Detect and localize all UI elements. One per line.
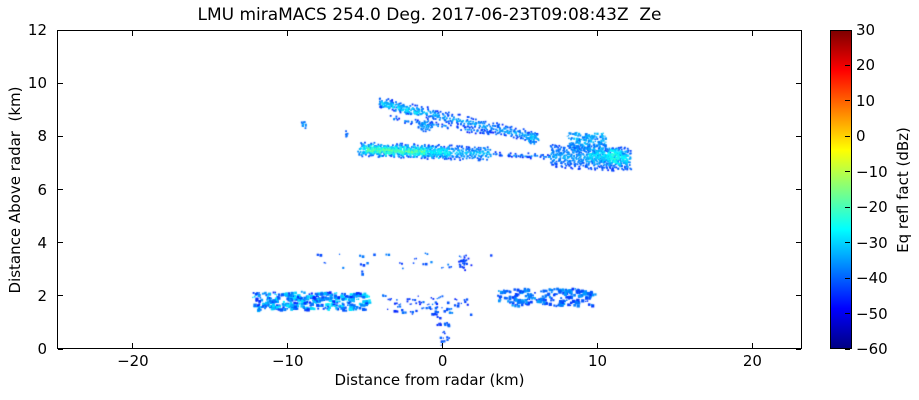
chart-title: LMU miraMACS 254.0 Deg. 2017-06-23T09:08… — [197, 5, 662, 25]
colorbar-tick-mark — [845, 100, 850, 102]
x-tick-mark — [287, 343, 289, 348]
colorbar-tick-label: −30 — [856, 233, 888, 252]
colorbar-tick-mark — [845, 171, 850, 173]
plot-area — [57, 30, 803, 350]
y-tick-mark-right — [796, 29, 801, 31]
x-tick-mark-top — [287, 31, 289, 36]
y-tick-mark-right — [796, 295, 801, 297]
x-tick-mark-top — [442, 31, 444, 36]
y-tick-mark — [58, 242, 63, 244]
y-tick-mark — [58, 295, 63, 297]
x-tick-mark — [442, 343, 444, 348]
x-tick-label: 20 — [742, 352, 762, 370]
x-tick-mark-top — [597, 31, 599, 36]
radar-echo-canvas — [58, 31, 803, 350]
colorbar-tick-label: −40 — [856, 269, 888, 288]
y-tick-mark-right — [796, 135, 801, 137]
y-tick-mark-right — [796, 242, 801, 244]
colorbar-tick-mark — [845, 206, 850, 208]
y-tick-label: 6 — [37, 180, 47, 199]
y-tick-label: 12 — [27, 21, 47, 39]
y-tick-mark — [58, 82, 63, 84]
colorbar-tick-label: 10 — [856, 91, 876, 110]
y-tick-mark — [58, 29, 63, 31]
x-tick-label: 0 — [437, 352, 448, 370]
colorbar — [830, 30, 852, 349]
y-tick-mark — [58, 189, 63, 190]
y-tick-mark — [58, 348, 63, 350]
colorbar-tick-mark — [845, 135, 850, 137]
colorbar-tick-mark — [845, 348, 850, 350]
colorbar-tick-mark — [845, 242, 850, 244]
x-tick-mark — [597, 343, 599, 348]
y-tick-label: 0 — [37, 340, 47, 358]
x-tick-label: −10 — [271, 352, 304, 370]
x-tick-label: −20 — [117, 352, 149, 370]
colorbar-tick-label: −10 — [856, 162, 888, 181]
colorbar-tick-label: 30 — [856, 21, 876, 39]
x-tick-mark-top — [132, 31, 134, 36]
x-tick-mark-top — [751, 31, 753, 36]
x-axis-label: Distance from radar (km) — [334, 371, 525, 389]
colorbar-tick-label: 20 — [856, 56, 876, 75]
colorbar-tick-label: 0 — [856, 127, 866, 146]
y-tick-label: 10 — [27, 74, 47, 93]
x-tick-mark — [751, 343, 753, 348]
colorbar-tick-mark — [845, 277, 850, 279]
colorbar-tick-label: −50 — [856, 304, 888, 323]
colorbar-tick-mark — [845, 313, 850, 315]
colorbar-tick-mark — [845, 64, 850, 66]
x-tick-label: 10 — [588, 352, 608, 370]
y-tick-label: 8 — [37, 127, 47, 146]
y-tick-mark-right — [796, 348, 801, 350]
colorbar-tick-mark — [845, 29, 850, 31]
y-tick-mark-right — [796, 82, 801, 84]
y-tick-mark-right — [796, 189, 801, 190]
y-tick-mark — [58, 135, 63, 137]
y-tick-label: 2 — [37, 286, 47, 305]
colorbar-tick-label: −20 — [856, 198, 888, 217]
y-tick-label: 4 — [37, 233, 47, 252]
x-tick-mark — [132, 343, 134, 348]
colorbar-tick-label: −60 — [856, 340, 888, 358]
